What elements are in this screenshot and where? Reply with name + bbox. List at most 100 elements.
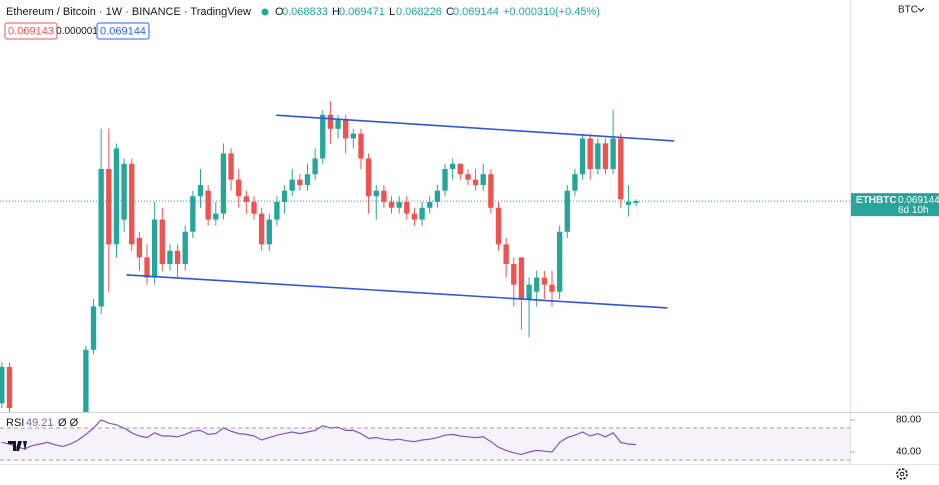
price-tag-value: 0.069144 [898, 195, 939, 206]
candle-body [610, 138, 616, 169]
candle-body [197, 185, 204, 197]
candle-body [106, 168, 112, 245]
rsi-tick-label: 80.00 [896, 415, 921, 426]
candles [0, 101, 850, 412]
candle-body [167, 250, 173, 264]
rsi-value: 49.21 [26, 417, 54, 429]
candle-body [579, 138, 586, 175]
price-tag-countdown: 6d 10h [898, 205, 929, 216]
candle-body [205, 190, 211, 220]
candle-body [0, 366, 5, 404]
rsi-label: RSI [6, 417, 24, 429]
candle-body [595, 143, 601, 169]
candle-body [511, 263, 517, 285]
candle-body [427, 201, 433, 208]
currency[interactable]: BTC [898, 5, 918, 16]
ohlc-legend: O0.068833 H 0.069471 L 0.068226 C 0.069144 +0.0… [275, 6, 600, 18]
candle-body [113, 148, 120, 245]
candle-body [228, 153, 234, 180]
candle-body [213, 213, 219, 220]
candle-body [266, 219, 272, 245]
candle-body [297, 179, 303, 186]
candle-body [190, 196, 196, 232]
price-tag [851, 193, 939, 217]
candle-body [335, 119, 341, 129]
candle-body [182, 231, 188, 264]
candle-body [396, 201, 402, 208]
sell-box[interactable] [4, 22, 58, 40]
symbol-title: Ethereum / Bitcoin · 1W · BINANCE · Trad… [6, 6, 251, 18]
candle-body [350, 133, 357, 139]
candle-body [236, 179, 242, 197]
candle-body [144, 257, 150, 278]
sell-price: 0.069143 [8, 25, 54, 37]
buy-box[interactable] [96, 22, 150, 40]
candle-body [411, 213, 418, 220]
candle-body [564, 190, 570, 232]
tv-logo [8, 441, 27, 451]
trendline [126, 274, 668, 309]
price-tag-symbol: ETHBTC [856, 195, 897, 206]
candle-body [534, 277, 540, 292]
candle-body [572, 174, 578, 191]
candle-body [136, 237, 143, 258]
market-status [261, 8, 269, 16]
candle-body [625, 201, 632, 205]
candle-body [6, 366, 13, 409]
spread: 0.000001 [56, 26, 98, 37]
change: +0.000310 [503, 6, 555, 18]
candle-body [480, 174, 486, 186]
candle-body [258, 213, 265, 245]
candle-body [251, 201, 257, 214]
change-pct: (+0.45%) [555, 6, 600, 18]
candle-body [159, 219, 165, 264]
candle-body [365, 158, 372, 197]
ohlc-key: O [275, 6, 284, 18]
candle-body [404, 201, 410, 214]
candle-body [503, 244, 509, 264]
candle-body [281, 190, 288, 202]
candle-body [419, 207, 425, 220]
candle-body [358, 133, 364, 159]
candle-body [304, 174, 311, 186]
rsi-pane: 80.00 40.00 [0, 415, 921, 461]
candle-body [488, 174, 494, 208]
candle-body [465, 174, 471, 180]
candle-body [373, 190, 379, 197]
candle-body [274, 201, 280, 220]
rsi-flags: Ø Ø [58, 417, 79, 429]
candle-body [90, 306, 97, 350]
candle-body [151, 219, 158, 278]
candle-body [518, 257, 525, 300]
currency-caret [917, 7, 925, 12]
candle-body [556, 231, 563, 292]
candle-body [633, 201, 639, 203]
ohlc-key: H [332, 6, 340, 18]
ohlc-value: 0.068226 [396, 6, 442, 18]
candle-body [618, 138, 624, 200]
candle-body [495, 207, 502, 245]
candle-body [289, 179, 295, 191]
candle-body [526, 284, 532, 300]
ohlc-value: 0.069144 [453, 6, 499, 18]
candle-body [381, 190, 387, 202]
candle-body [343, 119, 349, 139]
candle-body [174, 250, 181, 264]
settings-icon-center [899, 471, 905, 477]
candle-body [98, 168, 104, 307]
settings-icon[interactable] [896, 468, 908, 480]
rsi-line [1, 419, 637, 456]
candle-body [434, 190, 441, 202]
candle-body [121, 163, 127, 220]
candle-body [472, 179, 479, 186]
candle-body [83, 349, 89, 412]
candle-body [327, 114, 334, 129]
candle-body [449, 163, 456, 169]
candle-body [602, 143, 609, 169]
buy-price: 0.069144 [100, 25, 146, 37]
candle-body [243, 196, 250, 202]
candle-body [549, 284, 555, 292]
candle-body [587, 138, 593, 169]
candle-body [457, 163, 463, 175]
